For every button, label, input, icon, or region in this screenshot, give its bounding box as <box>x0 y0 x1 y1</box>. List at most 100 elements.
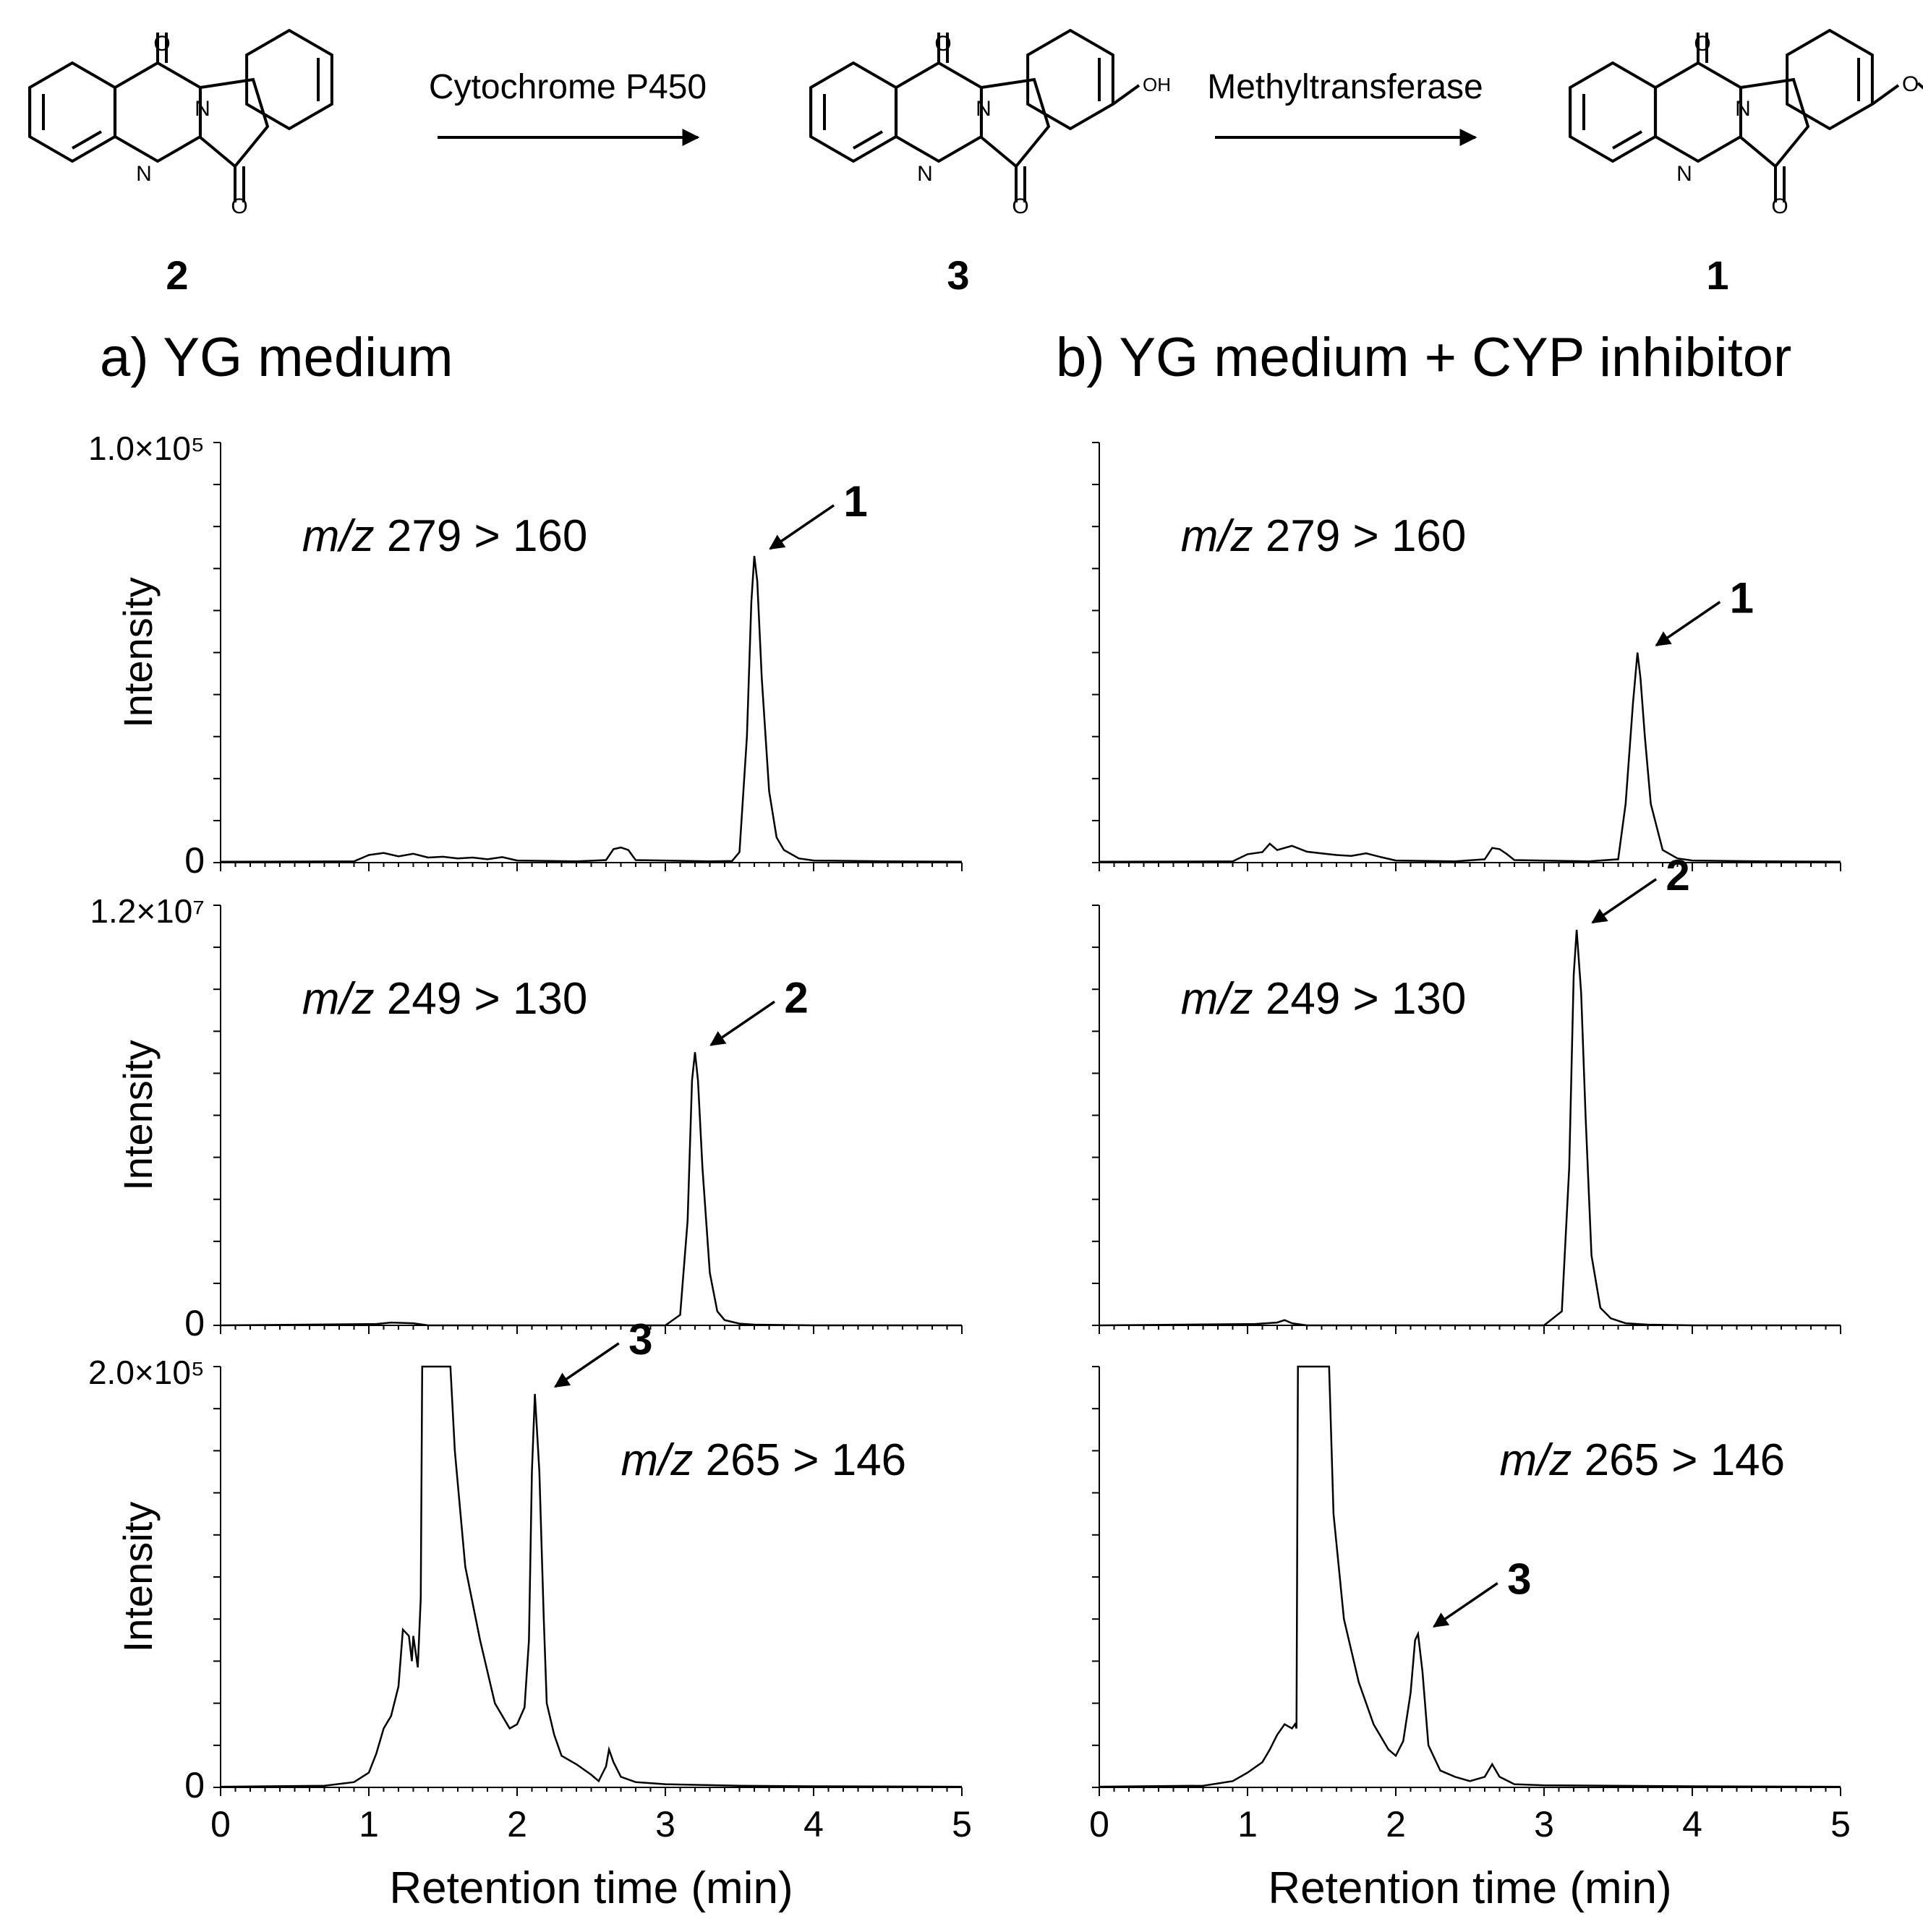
benzene-ring-right <box>1026 28 1114 131</box>
nitrogen-label: N <box>976 97 992 121</box>
x-tick-label: 1 <box>359 1804 379 1845</box>
oxygen-label: O <box>1694 32 1710 56</box>
molecule-2: O N N O 2 <box>28 28 333 298</box>
pyrimidinone-ring <box>114 61 202 163</box>
reaction-arrow-label: Cytochrome P450 <box>429 68 707 106</box>
peak-arrow <box>554 1342 620 1388</box>
x-tick-label: 5 <box>952 1804 972 1845</box>
chromatogram-trace <box>220 1052 962 1327</box>
chromatogram-b-1: m/z 279 > 160 1 <box>1092 442 1841 871</box>
transition-label: m/z 265 > 146 <box>1500 1435 1786 1485</box>
oxygen-label: O <box>934 32 951 56</box>
ring-double-bond <box>1612 130 1642 150</box>
peak-label: 1 <box>1730 574 1754 623</box>
transition-value: 265 > 146 <box>693 1435 906 1485</box>
oxygen-label: O <box>153 32 170 56</box>
transition-label: m/z 249 > 130 <box>1181 974 1467 1024</box>
mz-label: m/z <box>1181 511 1253 561</box>
nitrogen-label: N <box>195 97 210 121</box>
transition-label: m/z 249 > 130 <box>302 974 588 1024</box>
chromatogram-trace <box>1099 652 1841 863</box>
transition-value: 249 > 130 <box>1253 974 1467 1024</box>
oxygen-label: O <box>231 195 247 218</box>
x-tick-label: 3 <box>655 1804 675 1845</box>
mz-label: m/z <box>1181 974 1253 1024</box>
peak-label: 2 <box>1666 851 1689 899</box>
five-membered-ring <box>199 77 270 168</box>
nitrogen-label: N <box>136 162 152 186</box>
benzene-ring-right <box>245 28 333 131</box>
x-tick-label: 2 <box>1386 1804 1406 1845</box>
y-min-label: 0 <box>184 840 205 881</box>
compound-number: 1 <box>1706 252 1728 298</box>
chromatogram-b-2: m/z 249 > 130 2 <box>1092 851 1841 1334</box>
oxygen-label: O <box>1012 195 1028 218</box>
y-min-label: 0 <box>184 1303 205 1343</box>
x-tick-label: 0 <box>210 1804 231 1845</box>
y-min-label: 0 <box>184 1765 205 1805</box>
x-axis-label: Retention time (min) <box>389 1863 793 1913</box>
methyl-bond <box>1916 82 1923 90</box>
reaction-arrow-label: Methyltransferase <box>1207 68 1483 106</box>
chromatogram-trace <box>220 1365 963 1788</box>
x-tick-label: 3 <box>1534 1804 1554 1845</box>
x-axis-label: Retention time (min) <box>1268 1863 1671 1913</box>
molecule-1: O N N O O 1 <box>1569 28 1923 298</box>
x-tick-label: 0 <box>1089 1804 1109 1845</box>
x-tick-label: 1 <box>1237 1804 1258 1845</box>
chromatogram-a-2: 1.2×10⁷ 0 Intensity m/z 249 > 130 2 <box>90 892 963 1343</box>
chromatogram-a-1: 1.0×10⁵ 0 Intensity m/z 279 > 160 1 <box>88 429 963 881</box>
chromatogram-trace <box>1099 1365 1841 1788</box>
peak-label: 3 <box>628 1315 652 1364</box>
methoxy-bond <box>1871 84 1900 106</box>
oxygen-label: O <box>1771 195 1788 218</box>
chromatogram-trace <box>220 555 963 863</box>
pyrimidinone-ring <box>1654 61 1742 163</box>
transition-label: m/z 279 > 160 <box>1181 511 1467 561</box>
x-tick-label: 4 <box>803 1804 824 1845</box>
peak-label: 2 <box>784 973 808 1022</box>
x-tick-label: 5 <box>1830 1804 1851 1845</box>
peak-arrow <box>1433 1582 1498 1628</box>
peak-arrow <box>1591 878 1658 924</box>
y-axis-label: Intensity <box>115 1502 161 1653</box>
nitrogen-label: N <box>1735 97 1751 121</box>
peak-label: 1 <box>843 477 867 526</box>
five-membered-ring <box>1739 77 1810 168</box>
transition-value: 279 > 160 <box>375 511 588 561</box>
panel-title-b: b) YG medium + CYP inhibitor <box>1056 327 1791 388</box>
peak-arrow <box>709 1000 775 1046</box>
panel-title-a: a) YG medium <box>100 327 453 388</box>
nitrogen-label: N <box>1676 162 1692 186</box>
compound-number: 2 <box>166 252 188 298</box>
ring-double-bond <box>72 130 102 150</box>
y-max-label: 1.0×10⁵ <box>88 429 205 467</box>
transition-value: 265 > 146 <box>1572 1435 1785 1485</box>
transition-value: 249 > 130 <box>375 974 588 1024</box>
benzene-ring-right <box>1786 28 1874 131</box>
y-axis-label: Intensity <box>115 1040 161 1191</box>
chromatogram-trace <box>1099 929 1841 1327</box>
molecule-3: O N N O OH 3 <box>809 28 1171 298</box>
methoxy-oxygen-label: O <box>1902 72 1919 96</box>
y-max-label: 2.0×10⁵ <box>88 1354 205 1391</box>
y-max-label: 1.2×10⁷ <box>90 892 205 930</box>
nitrogen-label: N <box>917 162 933 186</box>
transition-label: m/z 265 > 146 <box>621 1435 907 1485</box>
chromatogram-a-3: 2.0×10⁵ 0 Intensity m/z 265 > 146 3 0 1 2 3 4 5 Ret… <box>88 1315 972 1913</box>
hydroxyl-bond <box>1112 84 1140 106</box>
mz-label: m/z <box>302 974 375 1024</box>
ring-double-bond <box>853 130 883 150</box>
peak-label: 3 <box>1507 1555 1531 1604</box>
chromatogram-b-3: m/z 265 > 146 3 0 1 2 3 4 5 Retention time (min) <box>1089 1365 1851 1913</box>
peak-arrow <box>1655 601 1721 646</box>
y-axis-label: Intensity <box>115 577 161 728</box>
mz-label: m/z <box>1500 1435 1572 1485</box>
x-tick-label: 2 <box>507 1804 527 1845</box>
transition-label: m/z 279 > 160 <box>302 511 588 561</box>
hydroxyl-label: OH <box>1143 74 1171 95</box>
peak-arrow <box>769 504 835 550</box>
transition-value: 279 > 160 <box>1253 511 1467 561</box>
mz-label: m/z <box>621 1435 694 1485</box>
